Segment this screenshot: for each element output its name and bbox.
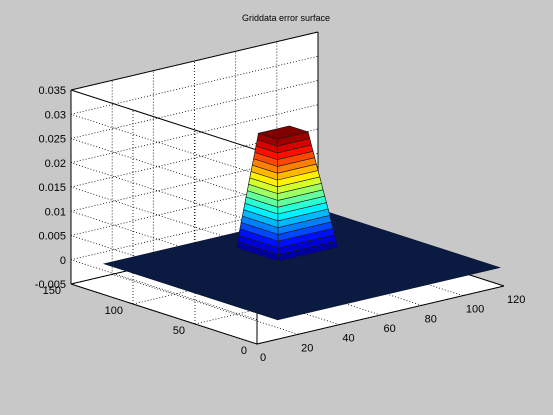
z-tick-label: 0.025: [38, 134, 66, 146]
grid-line-z-left: [70, 138, 258, 199]
grid-line-z-left: [70, 113, 258, 175]
x-tick-label: 20: [301, 342, 313, 354]
x-tick-label: 80: [425, 313, 437, 325]
grid-line-z-left: [70, 235, 258, 296]
plateau-top: [257, 125, 310, 140]
y-tick-label: 0: [241, 345, 247, 357]
x-tick-label: 0: [260, 352, 266, 364]
z-tick-label: 0.02: [45, 158, 66, 170]
grid-line-z-back: [70, 201, 319, 261]
axis-edge: [70, 89, 258, 151]
x-tick-label: 100: [466, 304, 484, 316]
x-tick-label: 120: [507, 294, 525, 306]
grid-line-z-back: [70, 177, 319, 236]
grid-line-z-back: [70, 104, 319, 164]
grid-line-z-back: [70, 80, 319, 139]
grid-line-z-left: [70, 259, 258, 321]
chart-title: Griddata error surface: [242, 13, 330, 23]
axis-edge: [70, 283, 258, 345]
x-tick-label: 40: [342, 333, 354, 345]
axis-edge: [70, 31, 319, 91]
grid-line-x-floor: [112, 273, 299, 335]
grid-line-z-left: [70, 210, 258, 272]
axis-edge: [256, 285, 505, 345]
y-tick-label: 100: [105, 305, 123, 317]
surface-plot: [102, 125, 502, 321]
grid-line-z-back: [70, 55, 319, 115]
z-tick-label: 0.035: [38, 85, 66, 97]
z-tick-label: 0.01: [45, 206, 66, 218]
grid-line-z-left: [70, 162, 258, 224]
z-tick-label: 0.005: [38, 231, 66, 243]
y-tick-label: 150: [43, 285, 61, 297]
z-tick-label: 0.015: [38, 182, 66, 194]
tick-labels: -0.005 0 0.005 0.01 0.015 0.02 0.025 0.03 0.035 0…: [35, 85, 526, 364]
grid-line-z-left: [70, 186, 258, 248]
y-tick-label: 50: [173, 325, 185, 337]
z-tick-label: 0.03: [45, 109, 66, 121]
z-tick-label: 0: [60, 255, 66, 267]
z-tick-label: -0.005: [35, 279, 66, 291]
grid-line-z-back: [70, 152, 319, 212]
x-tick-label: 60: [384, 323, 396, 335]
grid-line-z-back: [70, 128, 319, 188]
